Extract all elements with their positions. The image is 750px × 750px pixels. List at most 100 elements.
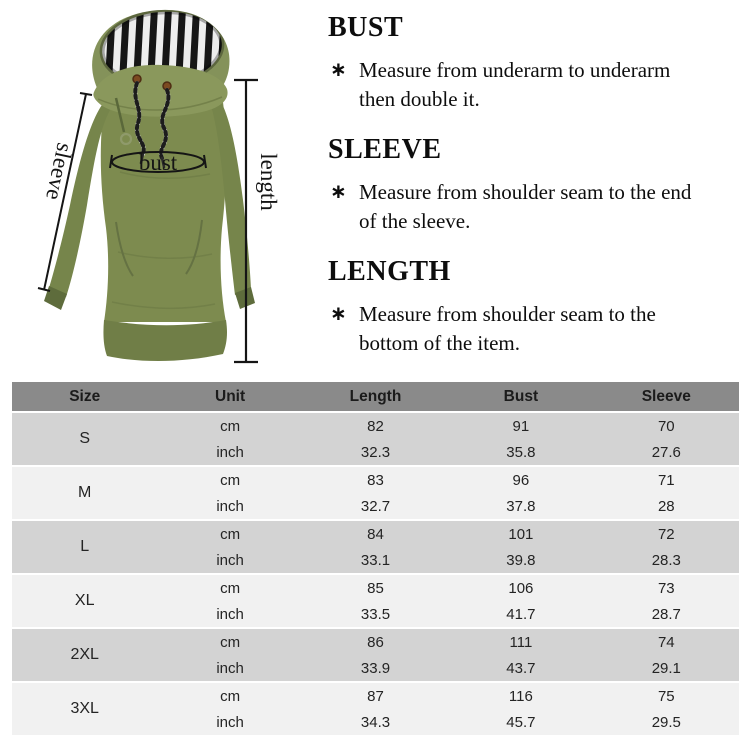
bust-label: bust	[139, 150, 178, 175]
size-chart-header-row: Size Unit Length Bust Sleeve	[12, 382, 739, 411]
sleeve-value: 28.7	[651, 605, 681, 623]
length-value: 83	[367, 471, 384, 489]
size-row-group-s: S cm 82 91 70 inch 32.3 35.8 27.6	[12, 413, 739, 465]
bust-value: 39.8	[506, 551, 536, 569]
sleeve-value: 28	[657, 497, 675, 515]
header-length: Length	[349, 387, 402, 405]
length-value: 84	[367, 525, 384, 543]
hoodie-body	[100, 90, 227, 362]
size-row-group-3xl: 3XL cm 87 116 75 inch 34.3 45.7 29.5	[12, 683, 739, 735]
bust-value: 37.8	[506, 497, 536, 515]
length-value: 85	[367, 579, 384, 597]
length-value: 33.9	[360, 659, 391, 677]
bust-heading: BUST	[328, 12, 404, 43]
unit-value: inch	[216, 659, 244, 677]
length-value: 33.1	[360, 551, 391, 569]
unit-value: cm	[220, 633, 241, 651]
bust-value: 111	[509, 633, 533, 651]
bust-note-line-2: then double it.	[359, 86, 480, 111]
size-label: XL	[74, 592, 95, 609]
sleeve-heading: SLEEVE	[328, 133, 442, 165]
bust-value: 43.7	[506, 659, 536, 677]
unit-value: cm	[220, 471, 241, 489]
unit-value: inch	[216, 605, 244, 623]
size-row-group-l: L cm 84 101 72 inch 33.1 39.8 28.3	[12, 521, 739, 573]
bust-note-line-1: Measure from underarm to underarm	[359, 58, 671, 82]
bust-value: 35.8	[506, 443, 536, 461]
bust-value: 45.7	[506, 713, 536, 731]
bust-value: 116	[508, 687, 533, 705]
length-value: 34.3	[360, 713, 391, 731]
unit-value: cm	[220, 525, 241, 543]
sleeve-label: sleeve	[41, 141, 77, 202]
hood	[92, 9, 230, 117]
bust-value: 106	[508, 579, 534, 597]
sleeve-value: 74	[657, 633, 675, 651]
sleeve-value: 70	[657, 417, 675, 435]
length-note: ∗ Measure from shoulder seam to the bott…	[328, 300, 746, 358]
length-note-line-1: Measure from shoulder seam to the	[359, 301, 656, 326]
size-label: L	[80, 538, 90, 555]
sleeve-note-line-1: Measure from shoulder seam to the end	[359, 179, 692, 204]
length-value: 82	[367, 417, 384, 435]
size-label: S	[79, 430, 91, 447]
hoodie-sleeves	[44, 102, 255, 310]
header-bust: Bust	[503, 387, 539, 405]
header-size: Size	[69, 387, 101, 405]
instruction-block-bust: BUST ∗ Measure from underarm to underarm…	[328, 12, 746, 114]
garment-measurement-diagram: sleeve bust length	[37, 9, 281, 364]
size-row-group-xl: XL cm 85 106 73 inch 33.5 41.7 28.7	[12, 575, 739, 627]
sleeve-note: ∗ Measure from shoulder seam to the end …	[328, 178, 746, 236]
drawstrings	[114, 74, 172, 169]
length-value: 87	[367, 687, 384, 705]
zipper	[114, 97, 126, 133]
measurement-annotations	[37, 78, 258, 364]
unit-value: cm	[220, 417, 241, 435]
unit-value: inch	[216, 713, 244, 731]
size-label: 2XL	[70, 646, 99, 663]
bust-value: 96	[512, 471, 530, 489]
hood-striped-lining	[102, 11, 222, 85]
sleeve-value: 71	[657, 471, 675, 489]
asterisk-bullet: ∗	[330, 57, 347, 81]
length-value: 33.5	[360, 605, 391, 623]
sleeve-measure-line	[43, 93, 87, 291]
sleeve-note-line-2: of the sleeve.	[359, 208, 471, 233]
length-value: 32.3	[360, 443, 391, 461]
sleeve-value: 72	[657, 525, 675, 543]
unit-value: inch	[216, 551, 244, 569]
size-row-group-m: M cm 83 96 71 inch 32.7 37.8 28	[12, 467, 739, 519]
bust-value: 101	[508, 525, 534, 543]
asterisk-bullet: ∗	[330, 300, 347, 325]
sleeve-value: 29.1	[651, 659, 681, 677]
header-sleeve: Sleeve	[641, 387, 691, 405]
bust-value: 41.7	[506, 605, 536, 623]
sleeve-value: 73	[657, 579, 675, 597]
instruction-block-length: LENGTH ∗ Measure from shoulder seam to t…	[328, 256, 746, 358]
unit-value: cm	[220, 579, 241, 597]
unit-value: cm	[220, 687, 241, 705]
size-chart-table: Size Unit Length Bust Sleeve S cm 82 91 …	[12, 382, 739, 737]
length-value: 32.7	[360, 497, 391, 515]
sleeve-value: 29.5	[651, 713, 681, 731]
sleeve-value: 27.6	[651, 443, 681, 461]
size-row-group-2xl: 2XL cm 86 111 74 inch 33.9 43.7 29.1	[12, 629, 739, 681]
sleeve-value: 28.3	[651, 551, 681, 569]
length-note-line-2: bottom of the item.	[359, 330, 520, 355]
header-unit: Unit	[215, 387, 246, 405]
bust-measure-line	[111, 151, 205, 173]
zipper-pull-ring	[119, 132, 133, 146]
size-label: M	[78, 484, 92, 501]
unit-value: inch	[216, 443, 244, 461]
unit-value: inch	[216, 497, 244, 515]
length-value: 86	[367, 633, 384, 651]
asterisk-bullet: ∗	[330, 178, 347, 203]
sleeve-value: 75	[657, 687, 675, 705]
size-label: 3XL	[70, 700, 99, 717]
length-label: length	[256, 153, 281, 211]
instruction-block-sleeve: SLEEVE ∗ Measure from shoulder seam to t…	[328, 134, 746, 236]
bust-note: ∗ Measure from underarm to underarm then…	[328, 56, 746, 114]
measurement-instructions: BUST ∗ Measure from underarm to underarm…	[328, 12, 746, 378]
bust-value: 91	[512, 417, 530, 435]
